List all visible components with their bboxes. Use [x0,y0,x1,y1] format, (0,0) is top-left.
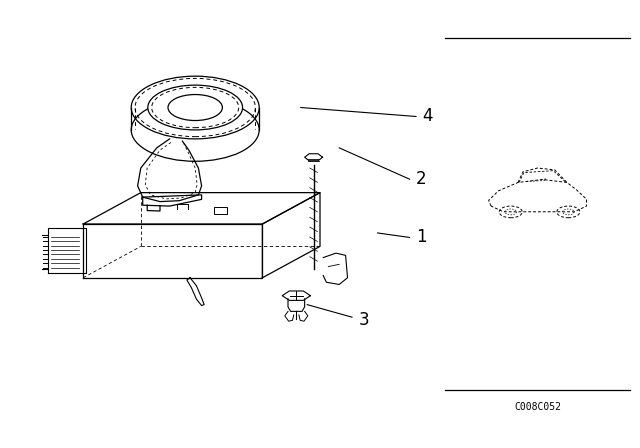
Text: 2: 2 [416,170,427,188]
Bar [214,207,227,214]
Text: C008C052: C008C052 [514,402,561,412]
Text: 1: 1 [416,228,427,246]
Text: 4: 4 [422,108,433,125]
Ellipse shape [148,85,243,130]
Text: 3: 3 [358,311,369,329]
